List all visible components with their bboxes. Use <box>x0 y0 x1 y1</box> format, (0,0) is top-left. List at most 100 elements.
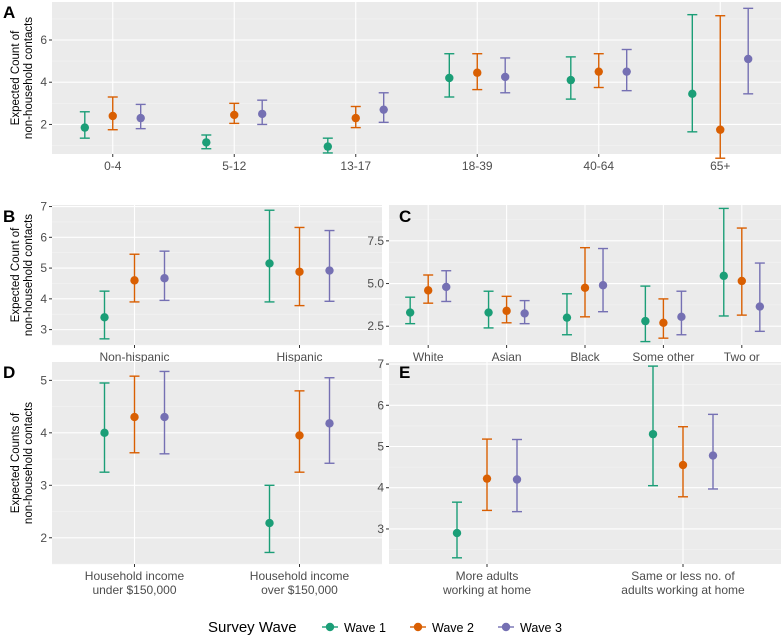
data-point <box>230 110 239 120</box>
panel-tag-b: B <box>3 207 15 226</box>
data-point <box>678 460 688 470</box>
x-tick-label: Black <box>570 350 600 364</box>
data-point <box>452 528 462 538</box>
y-tick-label: 5 <box>377 440 384 454</box>
data-point <box>108 111 117 121</box>
panel-e: 3 4 5 6 7 More adults working at home Same or l… <box>377 357 781 597</box>
x-tick-label: Household income over $150,000 <box>250 569 350 597</box>
x-tick-label: Household income under $150,000 <box>85 569 185 597</box>
data-point <box>716 125 725 134</box>
data-point <box>351 113 360 123</box>
data-point <box>482 474 492 483</box>
x-tick-label: 65+ <box>710 159 730 173</box>
data-point <box>325 419 334 428</box>
x-tick-label: Hispanic <box>276 350 322 364</box>
data-point <box>688 89 697 99</box>
data-point <box>295 431 304 440</box>
y-tick-label: 4 <box>40 292 47 306</box>
data-point <box>648 429 658 439</box>
panel-tag-a: A <box>3 3 15 22</box>
y-tick-label: 7.5 <box>367 234 384 248</box>
panel-b-background <box>52 205 382 345</box>
panel-a-background <box>52 2 781 154</box>
x-tick-label: 13-17 <box>340 159 371 173</box>
data-point <box>473 68 482 77</box>
data-point <box>405 308 415 317</box>
panel-tag-c: C <box>399 207 411 226</box>
data-point <box>641 316 650 326</box>
x-tick-label: Asian <box>492 350 522 364</box>
data-point <box>442 282 451 292</box>
x-tick-label: More adults working at home <box>442 569 531 597</box>
legend-key-point <box>501 622 511 632</box>
x-tick-label: 0-4 <box>104 159 122 173</box>
x-tick-label: Same or less no. of adults working at hom… <box>621 569 745 597</box>
data-point <box>512 475 522 484</box>
data-point <box>502 306 511 316</box>
y-tick-label: 4 <box>40 426 47 440</box>
panel-e-background <box>389 362 781 564</box>
x-tick-label: 40-64 <box>583 159 614 173</box>
data-point <box>659 318 668 328</box>
data-point <box>160 274 169 283</box>
data-point <box>500 72 510 82</box>
y-tick-label: 5 <box>40 373 47 387</box>
y-tick-label: 3 <box>40 323 47 337</box>
data-point <box>445 73 454 83</box>
data-point <box>100 313 109 322</box>
x-tick-label: Non-hispanic <box>99 350 169 364</box>
data-point <box>677 312 686 322</box>
data-point <box>265 518 274 528</box>
data-point <box>100 428 109 438</box>
y-tick-label: 5.0 <box>367 277 384 291</box>
data-point <box>755 302 765 311</box>
data-point <box>379 105 388 114</box>
legend-label: Wave 1 <box>344 621 386 635</box>
data-point <box>424 286 433 295</box>
legend-key-point <box>325 622 335 632</box>
data-point <box>708 451 718 460</box>
y-axis-title: Expected Count ofnon-household contacts <box>10 214 35 336</box>
legend-label: Wave 2 <box>432 621 474 635</box>
data-point <box>520 309 529 318</box>
y-tick-label: 4 <box>40 75 47 89</box>
y-tick-label: 3 <box>40 478 47 492</box>
panel-d: 2 3 4 5 Household income under $150,000 Househ… <box>3 362 382 597</box>
data-point <box>325 266 334 275</box>
panel-tag-d: D <box>3 363 15 382</box>
data-point <box>160 412 169 422</box>
y-tick-label: 4 <box>377 481 384 495</box>
data-point <box>594 67 603 76</box>
x-tick-label: 5-12 <box>222 159 246 173</box>
data-point <box>622 67 631 76</box>
data-point <box>719 271 728 281</box>
y-tick-label: 2.5 <box>367 319 384 333</box>
legend-label: Wave 3 <box>520 621 562 635</box>
y-tick-label: 5 <box>40 261 47 275</box>
data-point <box>80 123 90 132</box>
data-point <box>202 138 211 147</box>
legend: Survey Wave Wave 1 Wave 2 Wave 3 <box>208 619 562 636</box>
data-point <box>484 308 493 317</box>
x-tick-label: White <box>413 350 444 364</box>
data-point <box>130 412 139 422</box>
y-tick-label: 2 <box>40 531 47 545</box>
data-point <box>562 313 572 322</box>
y-tick-label: 7 <box>377 357 384 371</box>
data-point <box>566 75 576 85</box>
y-tick-label: 2 <box>40 117 47 131</box>
legend-title: Survey Wave <box>208 619 297 636</box>
x-tick-label: 18-39 <box>462 159 493 173</box>
data-point <box>130 276 139 285</box>
y-axis-title: Expected Count ofnon-household contacts <box>10 17 35 139</box>
data-point <box>257 109 267 119</box>
data-point <box>737 276 746 286</box>
y-tick-label: 6 <box>40 33 47 47</box>
y-tick-label: 7 <box>40 200 47 214</box>
data-point <box>323 142 333 151</box>
panel-tag-e: E <box>399 363 410 382</box>
